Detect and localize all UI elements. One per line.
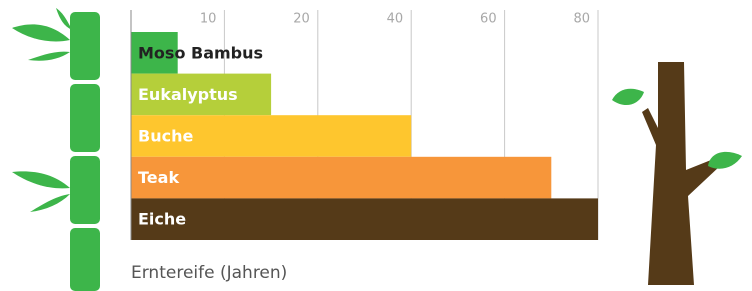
x-tick-label: 20 bbox=[293, 12, 310, 27]
category-label: Eukalyptus bbox=[138, 85, 238, 104]
chart: 10 20 40 60 80 Moso Bambus Eukalyptus Buche Tea… bbox=[0, 0, 752, 291]
category-label: Teak bbox=[138, 168, 179, 187]
bamboo-illustration bbox=[12, 8, 100, 291]
bars: Moso Bambus Eukalyptus Buche Teak Eiche bbox=[131, 32, 598, 240]
category-label: Buche bbox=[138, 127, 193, 146]
tree-illustration bbox=[612, 62, 742, 285]
category-label: Moso Bambus bbox=[138, 43, 263, 62]
x-tick-label: 60 bbox=[480, 12, 497, 27]
x-tick-label: 80 bbox=[573, 12, 590, 27]
x-tick-label: 40 bbox=[387, 12, 404, 27]
x-axis-title: Erntereife (Jahren) bbox=[131, 263, 287, 283]
category-label: Eiche bbox=[138, 210, 186, 229]
x-tick-label: 10 bbox=[200, 12, 217, 27]
bar bbox=[131, 157, 551, 199]
bar bbox=[131, 198, 598, 240]
